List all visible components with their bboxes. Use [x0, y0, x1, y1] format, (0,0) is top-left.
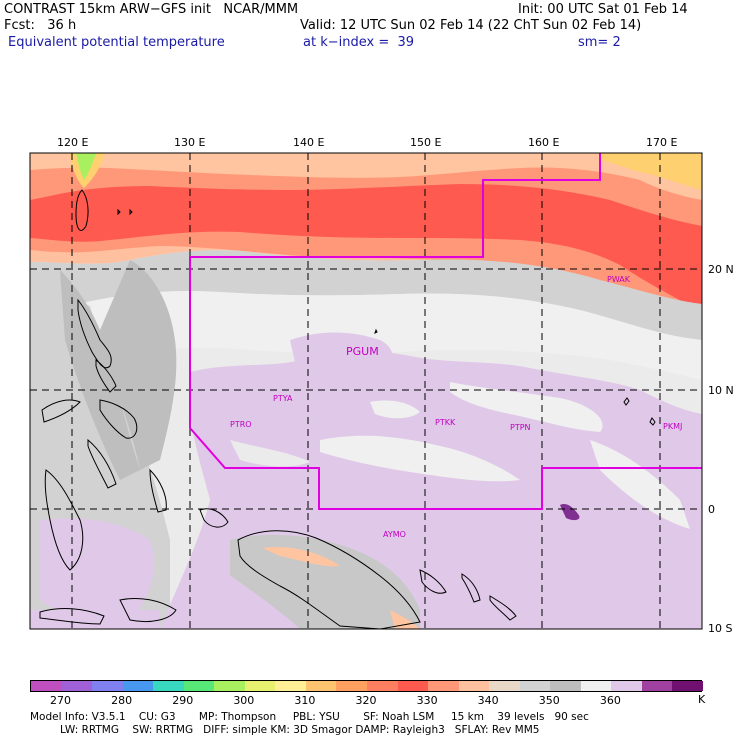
- color-scale-swatch: [672, 681, 704, 691]
- color-scale-swatch: [580, 681, 612, 691]
- color-scale-label: 350: [538, 694, 560, 707]
- color-scale-swatch: [305, 681, 337, 691]
- map-frame: [29, 152, 703, 630]
- color-scale-swatch: [428, 681, 460, 691]
- color-scale-label: 320: [355, 694, 377, 707]
- station-ptkk: PTKK: [435, 418, 456, 427]
- color-scale-label: 310: [294, 694, 316, 707]
- station-pgum: PGUM: [346, 345, 379, 358]
- forecast-hour: Fcst: 36 h: [4, 18, 77, 33]
- color-scale-swatch: [244, 681, 276, 691]
- color-scale-swatch: [92, 681, 124, 691]
- station-ptpn: PTPN: [510, 423, 531, 432]
- field-name: Equivalent potential temperature: [8, 35, 225, 50]
- lon-tick-140: 140 E: [293, 136, 325, 149]
- color-scale-label: 290: [172, 694, 194, 707]
- color-scale-swatch: [489, 681, 521, 691]
- lat-tick-10s: 10 S: [708, 622, 733, 635]
- color-scale-unit: K: [698, 693, 706, 706]
- color-scale-swatch: [214, 681, 246, 691]
- level-label: at k−index = 39: [303, 35, 415, 50]
- color-scale-label: 280: [111, 694, 133, 707]
- lon-tick-160: 160 E: [528, 136, 560, 149]
- color-scale-label: 330: [416, 694, 438, 707]
- color-scale-swatch: [519, 681, 551, 691]
- station-ptro: PTRO: [230, 420, 252, 429]
- color-scale-swatch: [550, 681, 582, 691]
- color-scale-swatch: [31, 681, 63, 691]
- color-scale-swatch: [336, 681, 368, 691]
- station-pwak: PWAK: [607, 275, 631, 284]
- color-scale-swatch: [397, 681, 429, 691]
- color-scale-swatch: [458, 681, 490, 691]
- color-scale-swatch: [61, 681, 93, 691]
- lat-tick-10n: 10 N: [708, 384, 734, 397]
- lat-tick-0: 0: [708, 503, 715, 516]
- region-boundary: [189, 153, 702, 510]
- color-scale-label: 340: [477, 694, 499, 707]
- coastlines: [39, 189, 656, 629]
- lon-tick-130: 130 E: [174, 136, 206, 149]
- color-scale: [30, 680, 704, 692]
- smoothing-label: sm= 2: [578, 35, 621, 50]
- model-info-line2: LW: RRTMG SW: RRTMG DIFF: simple KM: 3D …: [30, 724, 540, 736]
- station-ptya: PTYA: [273, 394, 293, 403]
- lon-tick-150: 150 E: [410, 136, 442, 149]
- valid-time: Valid: 12 UTC Sun 02 Feb 14 (22 ChT Sun …: [300, 18, 642, 33]
- lon-tick-170: 170 E: [646, 136, 678, 149]
- color-scale-swatch: [183, 681, 215, 691]
- color-scale-label: 360: [599, 694, 621, 707]
- color-scale-swatch: [153, 681, 185, 691]
- lon-tick-120: 120 E: [57, 136, 89, 149]
- model-info-line1: Model Info: V3.5.1 CU: G3 MP: Thompson P…: [30, 711, 589, 723]
- color-scale-swatch: [275, 681, 307, 691]
- color-scale-swatch: [641, 681, 673, 691]
- init-time: Init: 00 UTC Sat 01 Feb 14: [518, 2, 688, 17]
- color-scale-swatch: [367, 681, 399, 691]
- color-scale-swatch: [122, 681, 154, 691]
- lat-tick-20n: 20 N: [708, 263, 734, 276]
- color-scale-label: 300: [233, 694, 255, 707]
- station-aymo: AYMO: [383, 530, 406, 539]
- color-scale-swatch: [611, 681, 643, 691]
- color-scale-label: 270: [50, 694, 72, 707]
- station-pkmj: PKMJ: [663, 422, 682, 431]
- shaded-field: [30, 153, 702, 629]
- station-labels: PGUM PTYA PTRO PTKK PTPN PKMJ PWAK AYMO: [230, 275, 682, 539]
- model-title: CONTRAST 15km ARW−GFS init NCAR/MMM: [4, 2, 299, 17]
